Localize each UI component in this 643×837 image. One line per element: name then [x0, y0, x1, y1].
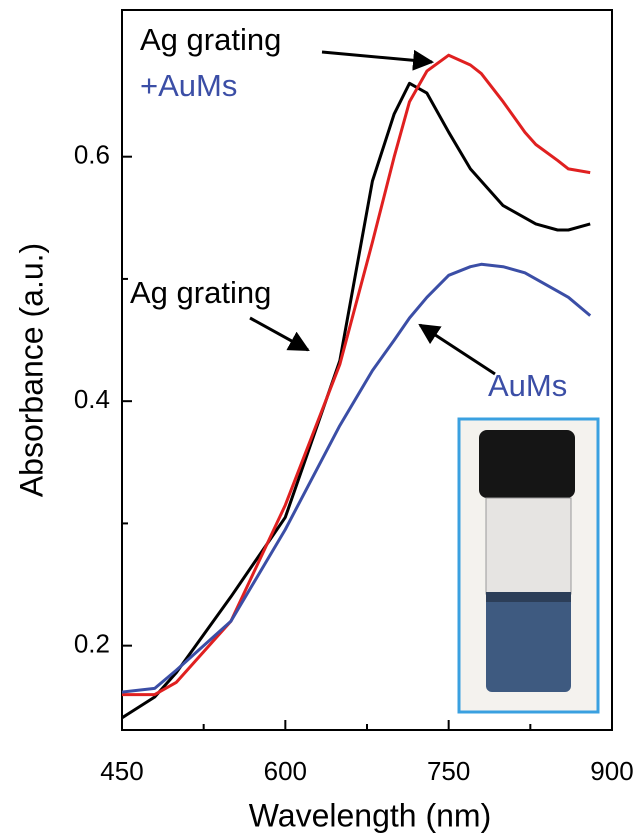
y-axis-label: Absorbance (a.u.)	[13, 243, 49, 497]
x-tick-label: 450	[100, 756, 143, 786]
data-line	[121, 262, 592, 694]
data-line	[121, 81, 591, 720]
y-tick-label: 0.2	[74, 629, 110, 659]
annotation: +AuMs	[140, 68, 237, 103]
arrow	[321, 49, 435, 71]
annotation: Ag grating	[140, 22, 281, 57]
y-tick-label: 0.4	[74, 384, 110, 414]
x-tick-label: 900	[590, 756, 633, 786]
arrow	[249, 316, 310, 352]
annotation: Ag grating	[130, 275, 271, 310]
annotation: AuMs	[488, 368, 567, 403]
x-axis-label: Wavelength (nm)	[249, 797, 491, 833]
x-tick-label: 750	[427, 756, 470, 786]
x-tick-label: 600	[264, 756, 307, 786]
arrow	[418, 323, 496, 376]
y-tick-label: 0.6	[74, 140, 110, 170]
inset-photo	[457, 417, 600, 714]
